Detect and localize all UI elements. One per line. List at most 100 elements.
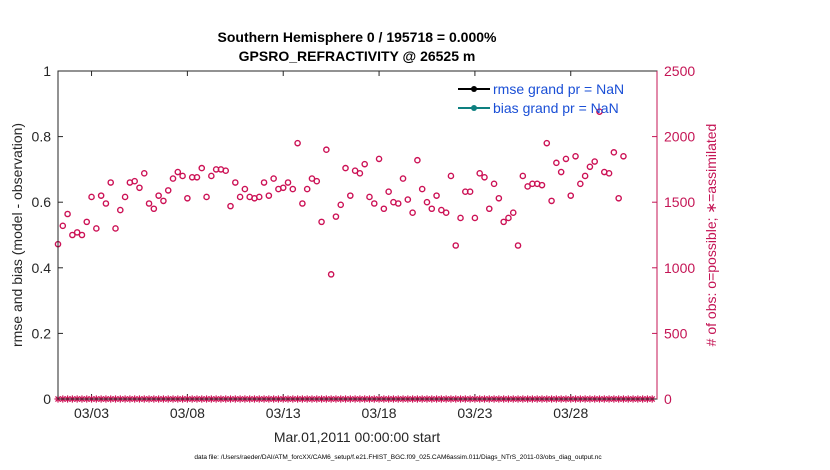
obs-possible-point — [418, 185, 426, 193]
obs-possible-point — [567, 192, 575, 199]
legend-rmse-label: rmse grand pr = NaN — [493, 81, 624, 97]
obs-possible-point — [327, 271, 335, 278]
obs-possible-point — [232, 179, 239, 186]
obs-possible-point — [121, 193, 129, 201]
data-file-footer: data file: /Users/raeder/DAI/ATM_forcXX/… — [194, 454, 602, 461]
obs-possible-point — [466, 188, 474, 196]
obs-possible-point — [169, 175, 177, 182]
obs-possible-point — [255, 193, 263, 201]
y-right-tick-label: 1000 — [664, 260, 695, 276]
obs-possible-point — [193, 173, 201, 181]
obs-possible-point — [543, 139, 551, 147]
obs-possible-point — [548, 197, 555, 205]
chart-title-line1: Southern Hemisphere 0 / 195718 = 0.000% — [218, 29, 498, 45]
obs-possible-point — [136, 184, 143, 192]
obs-possible-point — [241, 185, 249, 193]
obs-possible-point — [485, 205, 493, 213]
y-left-tick-label: 0.2 — [32, 325, 52, 341]
obs-possible-point — [394, 200, 402, 207]
obs-possible-point — [160, 197, 167, 205]
obs-possible-point — [356, 170, 364, 177]
obs-possible-point — [131, 177, 138, 185]
obs-possible-point — [73, 229, 81, 236]
obs-possible-point — [557, 168, 565, 176]
obs-possible-point — [471, 214, 479, 222]
obs-possible-point — [184, 194, 191, 202]
x-tick-label: 03/23 — [457, 405, 492, 421]
obs-possible-point — [318, 218, 325, 226]
y-right-tick-label: 2500 — [664, 63, 695, 79]
obs-possible-point — [179, 172, 186, 180]
obs-possible-point — [577, 180, 584, 188]
chart-title-line2: GPSRO_REFRACTIVITY @ 26525 m — [239, 48, 476, 64]
obs-possible-point — [586, 163, 594, 171]
obs-possible-point — [313, 177, 321, 185]
obs-possible-point — [78, 231, 86, 239]
y-left-tick-labels: 0 0.2 0.4 0.6 0.8 1 — [32, 63, 52, 407]
y-axis-label-left: rmse and bias (model - observation) — [9, 123, 25, 347]
obs-possible-point — [572, 152, 579, 160]
obs-possible-point — [409, 209, 416, 216]
obs-possible-point — [562, 155, 570, 163]
obs-possible-point — [505, 214, 512, 222]
obs-possible-point — [457, 214, 464, 222]
obs-possible-point — [164, 187, 172, 194]
obs-possible-point — [198, 164, 206, 172]
x-tick-label: 03/13 — [266, 405, 301, 421]
obs-possible-point — [442, 209, 450, 216]
obs-possible-point — [591, 158, 599, 165]
x-tick-label: 03/03 — [74, 405, 109, 421]
obs-possible-point — [375, 155, 383, 163]
obs-possible-point — [140, 170, 148, 177]
obs-possible-point — [553, 159, 560, 167]
obs-possible-point — [404, 196, 412, 203]
obs-possible-point — [102, 200, 110, 207]
obs-possible-point — [97, 192, 105, 199]
obs-possible-point — [155, 192, 162, 199]
obs-possible-point — [88, 193, 95, 201]
obs-possible-point — [361, 160, 368, 168]
obs-possible-point — [203, 193, 210, 201]
x-tick-labels: 03/03 03/08 03/13 03/18 03/23 03/28 — [74, 405, 588, 421]
obs-possible-point — [64, 210, 71, 218]
obs-possible-point — [265, 192, 273, 199]
obs-possible-point — [514, 242, 522, 249]
obs-possible-point — [83, 218, 91, 226]
obs-possible-point — [289, 185, 297, 193]
obs-possible-point — [524, 183, 531, 190]
y-left-tick-label: 1 — [43, 63, 51, 79]
y-left-tick-label: 0.8 — [32, 129, 52, 145]
obs-possible-point — [452, 242, 460, 249]
obs-possible-point — [351, 167, 359, 175]
obs-possible-point — [208, 172, 215, 180]
obs-possible-point — [581, 172, 589, 180]
x-axis-label: Mar.01,2011 00:00:00 start — [274, 429, 440, 445]
y-axis-label-right: # of obs: o=possible; ∗=assimilated — [703, 124, 719, 347]
obs-possible-point — [385, 188, 392, 196]
obs-possible-point — [112, 225, 119, 232]
obs-possible-point — [342, 164, 349, 172]
obs-possible-point — [490, 180, 498, 188]
y-right-tick-labels: 0 500 1000 1500 2000 2500 — [664, 63, 695, 407]
obs-possible-point — [145, 200, 153, 207]
y-right-tick-label: 500 — [664, 325, 688, 341]
obs-possible-point — [93, 225, 100, 232]
obs-possible-point — [476, 170, 483, 177]
obs-possible-point — [605, 170, 613, 177]
obs-possible-point — [59, 222, 67, 230]
obs-possible-point — [610, 149, 618, 156]
obs-possible-point — [380, 205, 388, 213]
series-possible — [54, 108, 627, 278]
y-right-tick-label: 1500 — [664, 194, 695, 210]
legend-bias-marker — [471, 105, 477, 111]
x-tick-label: 03/28 — [553, 405, 588, 421]
obs-possible-point — [69, 231, 76, 239]
obs-possible-point — [438, 206, 445, 214]
obs-possible-point — [236, 193, 244, 201]
obs-possible-point — [495, 194, 503, 202]
y-left-tick-label: 0.6 — [32, 194, 52, 210]
x-tick-label: 03/08 — [170, 405, 205, 421]
obs-possible-point — [447, 172, 455, 180]
obs-possible-point — [399, 175, 407, 182]
